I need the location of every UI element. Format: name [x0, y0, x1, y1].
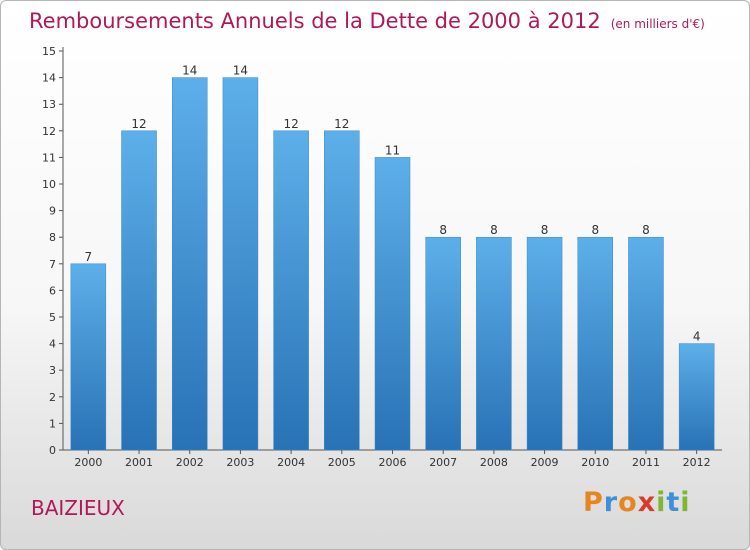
y-tick-label: 4: [49, 338, 56, 351]
x-tick-label: 2006: [379, 456, 407, 469]
data-label: 7: [85, 250, 93, 264]
x-tick-label: 2011: [632, 456, 660, 469]
commune-name: BAIZIEUX: [31, 496, 125, 520]
bar: [577, 236, 614, 451]
y-tick-label: 2: [49, 391, 56, 404]
data-label: 11: [385, 143, 400, 157]
x-tick-label: 2007: [429, 456, 457, 469]
chart-title: Remboursements Annuels de la Dette de 20…: [29, 9, 705, 33]
y-tick-label: 14: [42, 72, 56, 85]
logo-letter: o: [618, 487, 638, 518]
bar: [171, 77, 208, 451]
data-label: 8: [439, 223, 447, 237]
logo-letter: r: [603, 487, 619, 518]
data-label: 12: [334, 117, 349, 131]
x-tick-label: 2004: [277, 456, 305, 469]
logo-letter: P: [583, 487, 604, 518]
title-main: Remboursements Annuels de la Dette de 20…: [29, 9, 601, 33]
x-tick-label: 2010: [581, 456, 609, 469]
logo-letter: i: [680, 487, 691, 518]
data-label: 14: [233, 64, 248, 78]
data-label: 4: [693, 330, 701, 344]
x-tick-label: 2008: [480, 456, 508, 469]
y-tick-label: 1: [49, 417, 56, 430]
data-label: 8: [591, 223, 599, 237]
y-tick-label: 3: [49, 364, 56, 377]
y-tick-label: 8: [49, 231, 56, 244]
y-tick-label: 15: [42, 45, 56, 58]
x-tick-label: 2009: [531, 456, 559, 469]
title-unit: (en milliers d'€): [610, 17, 705, 31]
bar: [70, 263, 107, 451]
bar: [425, 236, 461, 451]
y-tick-label: 12: [42, 125, 56, 138]
data-label: 12: [283, 117, 298, 131]
x-tick-label: 2001: [125, 456, 153, 469]
y-tick-label: 13: [42, 98, 56, 111]
bar: [476, 236, 512, 451]
y-tick-label: 5: [49, 311, 56, 324]
y-tick-label: 11: [42, 151, 56, 164]
x-tick-label: 2002: [176, 456, 204, 469]
y-tick-label: 6: [49, 284, 56, 297]
data-label: 8: [490, 223, 498, 237]
x-tick-label: 2000: [74, 456, 102, 469]
data-label: 12: [131, 117, 146, 131]
bars: [70, 77, 715, 451]
logo-letter: x: [637, 487, 657, 518]
data-label: 8: [642, 223, 650, 237]
y-tick-label: 10: [42, 178, 56, 191]
bar: [273, 130, 309, 451]
y-tick-label: 7: [49, 258, 56, 271]
bar: [628, 236, 664, 451]
bar: [324, 130, 360, 451]
x-tick-label: 2003: [226, 456, 254, 469]
y-tick-label: 0: [49, 444, 56, 457]
bar: [374, 157, 411, 451]
x-tick-label: 2012: [683, 456, 711, 469]
data-label: 14: [182, 64, 197, 78]
bar: [678, 343, 715, 451]
y-tick-label: 9: [49, 205, 56, 218]
labels: 2000 7 2001 12 2002 14 2003 14 2004 12 2005 12 2006 1…: [74, 64, 710, 469]
bar: [121, 130, 157, 451]
logo-letter: i: [656, 487, 667, 518]
proxiti-logo: Proxiti: [583, 487, 691, 518]
bar: [222, 77, 259, 451]
logo-letter: t: [666, 487, 681, 518]
bar: [526, 236, 563, 451]
data-label: 8: [541, 223, 549, 237]
x-tick-label: 2005: [328, 456, 356, 469]
